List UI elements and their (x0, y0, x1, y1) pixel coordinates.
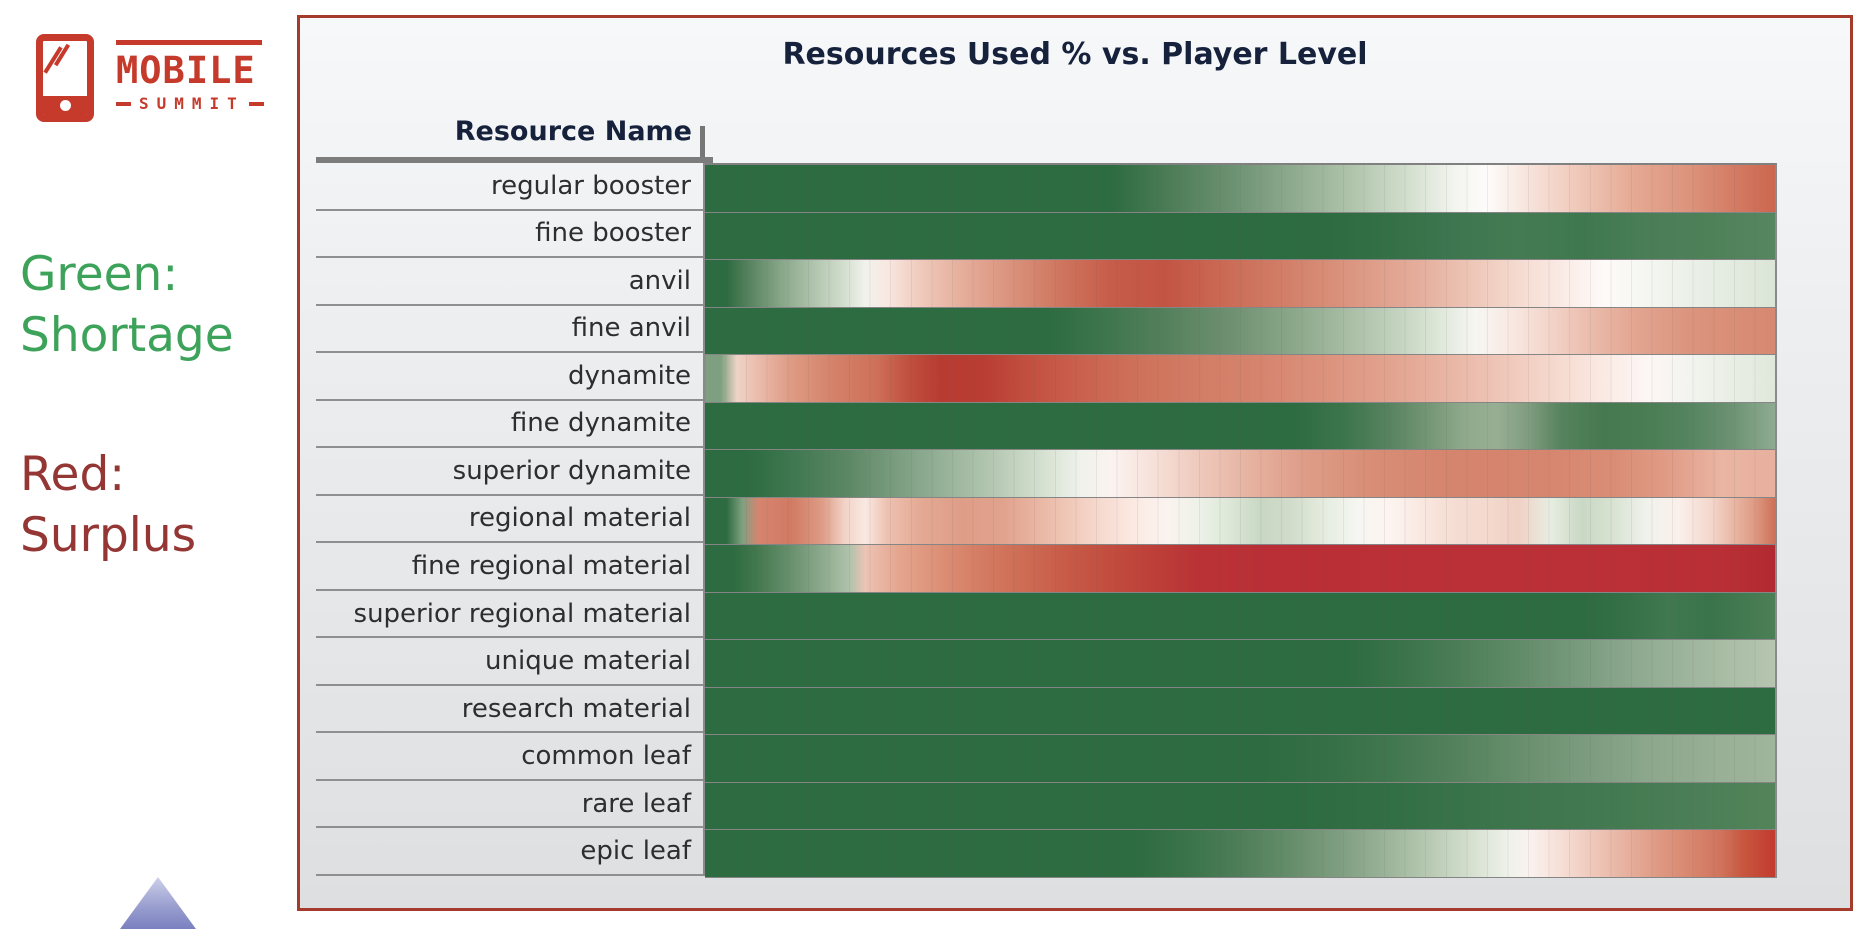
chart-panel: Resources Used % vs. Player Level Resour… (297, 15, 1853, 911)
row-label: superior dynamite (316, 448, 705, 496)
triangle-icon (120, 877, 196, 929)
row-label: anvil (316, 258, 705, 306)
logo-rule (116, 40, 262, 45)
chart-title: Resources Used % vs. Player Level (782, 37, 1368, 72)
heatmap-row-regular-booster (705, 165, 1775, 213)
axis-line (703, 163, 705, 876)
heatmap-row-fine-regional-material (705, 545, 1775, 593)
logo-event-row: SUMMIT (116, 94, 264, 113)
phone-icon (36, 34, 94, 122)
legend-green-label: Green: (20, 247, 179, 302)
logo-text: MOBILE SUMMIT (116, 34, 264, 122)
row-label: research material (316, 686, 705, 734)
row-label: superior regional material (316, 591, 705, 639)
row-labels: regular booster fine booster anvil fine anv… (316, 163, 705, 876)
row-label: unique material (316, 638, 705, 686)
heatmap-row-superior-dynamite (705, 450, 1775, 498)
row-label: fine regional material (316, 543, 705, 591)
heatmap-row-fine-anvil (705, 307, 1775, 356)
heatmap-row-fine-booster (705, 212, 1775, 261)
phone-home-button-icon (59, 100, 71, 111)
heatmap-row-research-material (705, 687, 1775, 736)
row-label: fine dynamite (316, 401, 705, 449)
row-label: fine booster (316, 211, 705, 259)
legend-red-label: Red: (20, 447, 126, 502)
row-label: epic leaf (316, 828, 705, 876)
legend-green-desc: Shortage (20, 308, 234, 363)
row-label: common leaf (316, 733, 705, 781)
heatmap-row-regional-material (705, 497, 1775, 546)
heatmap-row-rare-leaf (705, 782, 1775, 831)
heatmap-row-epic-leaf (705, 830, 1775, 878)
logo-brand: MOBILE (116, 49, 256, 92)
heatmap-row-anvil (705, 260, 1775, 308)
legend-green: Green: Shortage (20, 244, 234, 366)
logo-dash-right (248, 101, 264, 106)
header-underline (316, 157, 713, 163)
logo-event: SUMMIT (139, 94, 245, 113)
heatmap-row-common-leaf (705, 735, 1775, 783)
heatmap-rows (705, 163, 1777, 878)
legend-red-desc: Surplus (20, 508, 197, 563)
heatmap-row-unique-material (705, 640, 1775, 688)
row-label: dynamite (316, 353, 705, 401)
row-label: regular booster (316, 163, 705, 211)
mobile-summit-logo: MOBILE SUMMIT (36, 34, 264, 122)
heatmap-row-fine-dynamite (705, 402, 1775, 451)
heatmap-row-superior-regional-material (705, 592, 1775, 641)
row-label: rare leaf (316, 781, 705, 829)
logo-dash-left (116, 101, 131, 106)
axis-tick (700, 126, 705, 163)
row-label: fine anvil (316, 306, 705, 354)
row-label: regional material (316, 496, 705, 544)
resource-name-header: Resource Name (454, 116, 692, 147)
heatmap-row-dynamite (705, 355, 1775, 403)
legend-red: Red: Surplus (20, 444, 196, 566)
